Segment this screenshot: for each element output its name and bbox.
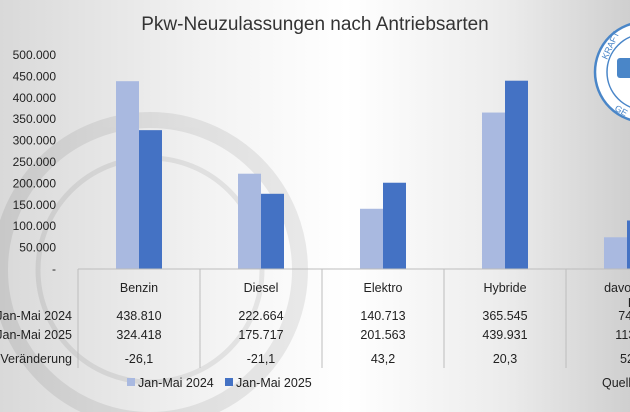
bar-2025-1 (261, 193, 284, 269)
category-label: Elektro (364, 281, 403, 295)
y-tick-label: 100.000 (13, 219, 57, 233)
table-cell: -21,1 (247, 352, 276, 366)
y-tick-label: 300.000 (13, 134, 57, 148)
y-tick-label: 400.000 (13, 91, 57, 105)
legend-swatch-2024 (127, 378, 135, 386)
bar-2024-4 (604, 237, 627, 269)
legend-label-2025: Jan-Mai 2025 (236, 376, 312, 390)
table-row-label: Jan-Mai 2024 (0, 309, 72, 323)
y-tick-label: 250.000 (13, 155, 57, 169)
legend: Jan-Mai 2024 Jan-Mai 2025 (127, 376, 312, 390)
table-cell: 52 (620, 352, 630, 366)
bar-2024-3 (482, 112, 505, 269)
data-table: Jan-Mai 2024 438.810 222.664 140.713 365.545… (0, 309, 630, 366)
bar-2025-4 (627, 220, 630, 269)
legend-swatch-2025 (225, 378, 233, 386)
y-tick-label: 200.000 (13, 176, 57, 190)
chart-title: Pkw-Neuzulassungen nach Antriebsarten (141, 14, 488, 35)
table-cell: 438.810 (116, 309, 161, 323)
table-cell: 20,3 (493, 352, 517, 366)
bar-2024-1 (238, 173, 261, 269)
y-tick-label: 450.000 (13, 69, 57, 83)
bar-2025-0 (139, 130, 162, 269)
y-tick-label: 500.000 (13, 48, 57, 62)
table-cell: 175.717 (238, 328, 283, 342)
table-cell: 439.931 (482, 328, 527, 342)
category-label: Diesel (244, 281, 279, 295)
bar-2024-2 (360, 208, 383, 269)
bar-2025-3 (505, 80, 528, 269)
category-label: Benzin (120, 281, 158, 295)
bar-2024-0 (116, 81, 139, 269)
table-cell: 222.664 (238, 309, 283, 323)
table-cell: 43,2 (371, 352, 395, 366)
table-cell: 140.713 (360, 309, 405, 323)
table-row-label: Veränderung (0, 352, 72, 366)
bars (116, 80, 630, 269)
y-tick-label: 350.000 (13, 112, 57, 126)
category-label: davon P (604, 281, 630, 295)
y-axis: 500.000 450.000 400.000 350.000 300.000 250.0… (13, 48, 57, 276)
bar-2025-2 (383, 182, 406, 269)
category-labels: Benzin Diesel Elektro Hybride davon PHyb (120, 281, 630, 310)
category-label-line2: Hyb (628, 296, 630, 310)
table-cell: 74. (618, 309, 630, 323)
table-row-label: Jan-Mai 2025 (0, 328, 72, 342)
table-cell: 365.545 (482, 309, 527, 323)
y-tick-label: 150.000 (13, 198, 57, 212)
source-label: Quell (602, 376, 630, 390)
table-cell: -26,1 (125, 352, 154, 366)
stamp-logo: KRAFT GE (593, 23, 630, 121)
y-tick-label: - (52, 262, 56, 276)
table-cell: 201.563 (360, 328, 405, 342)
table-grid (77, 268, 630, 368)
category-label: Hybride (483, 281, 526, 295)
y-tick-label: 50.000 (19, 241, 56, 255)
legend-label-2024: Jan-Mai 2024 (138, 376, 214, 390)
table-cell: 324.418 (116, 328, 161, 342)
table-cell: 113. (615, 328, 630, 342)
